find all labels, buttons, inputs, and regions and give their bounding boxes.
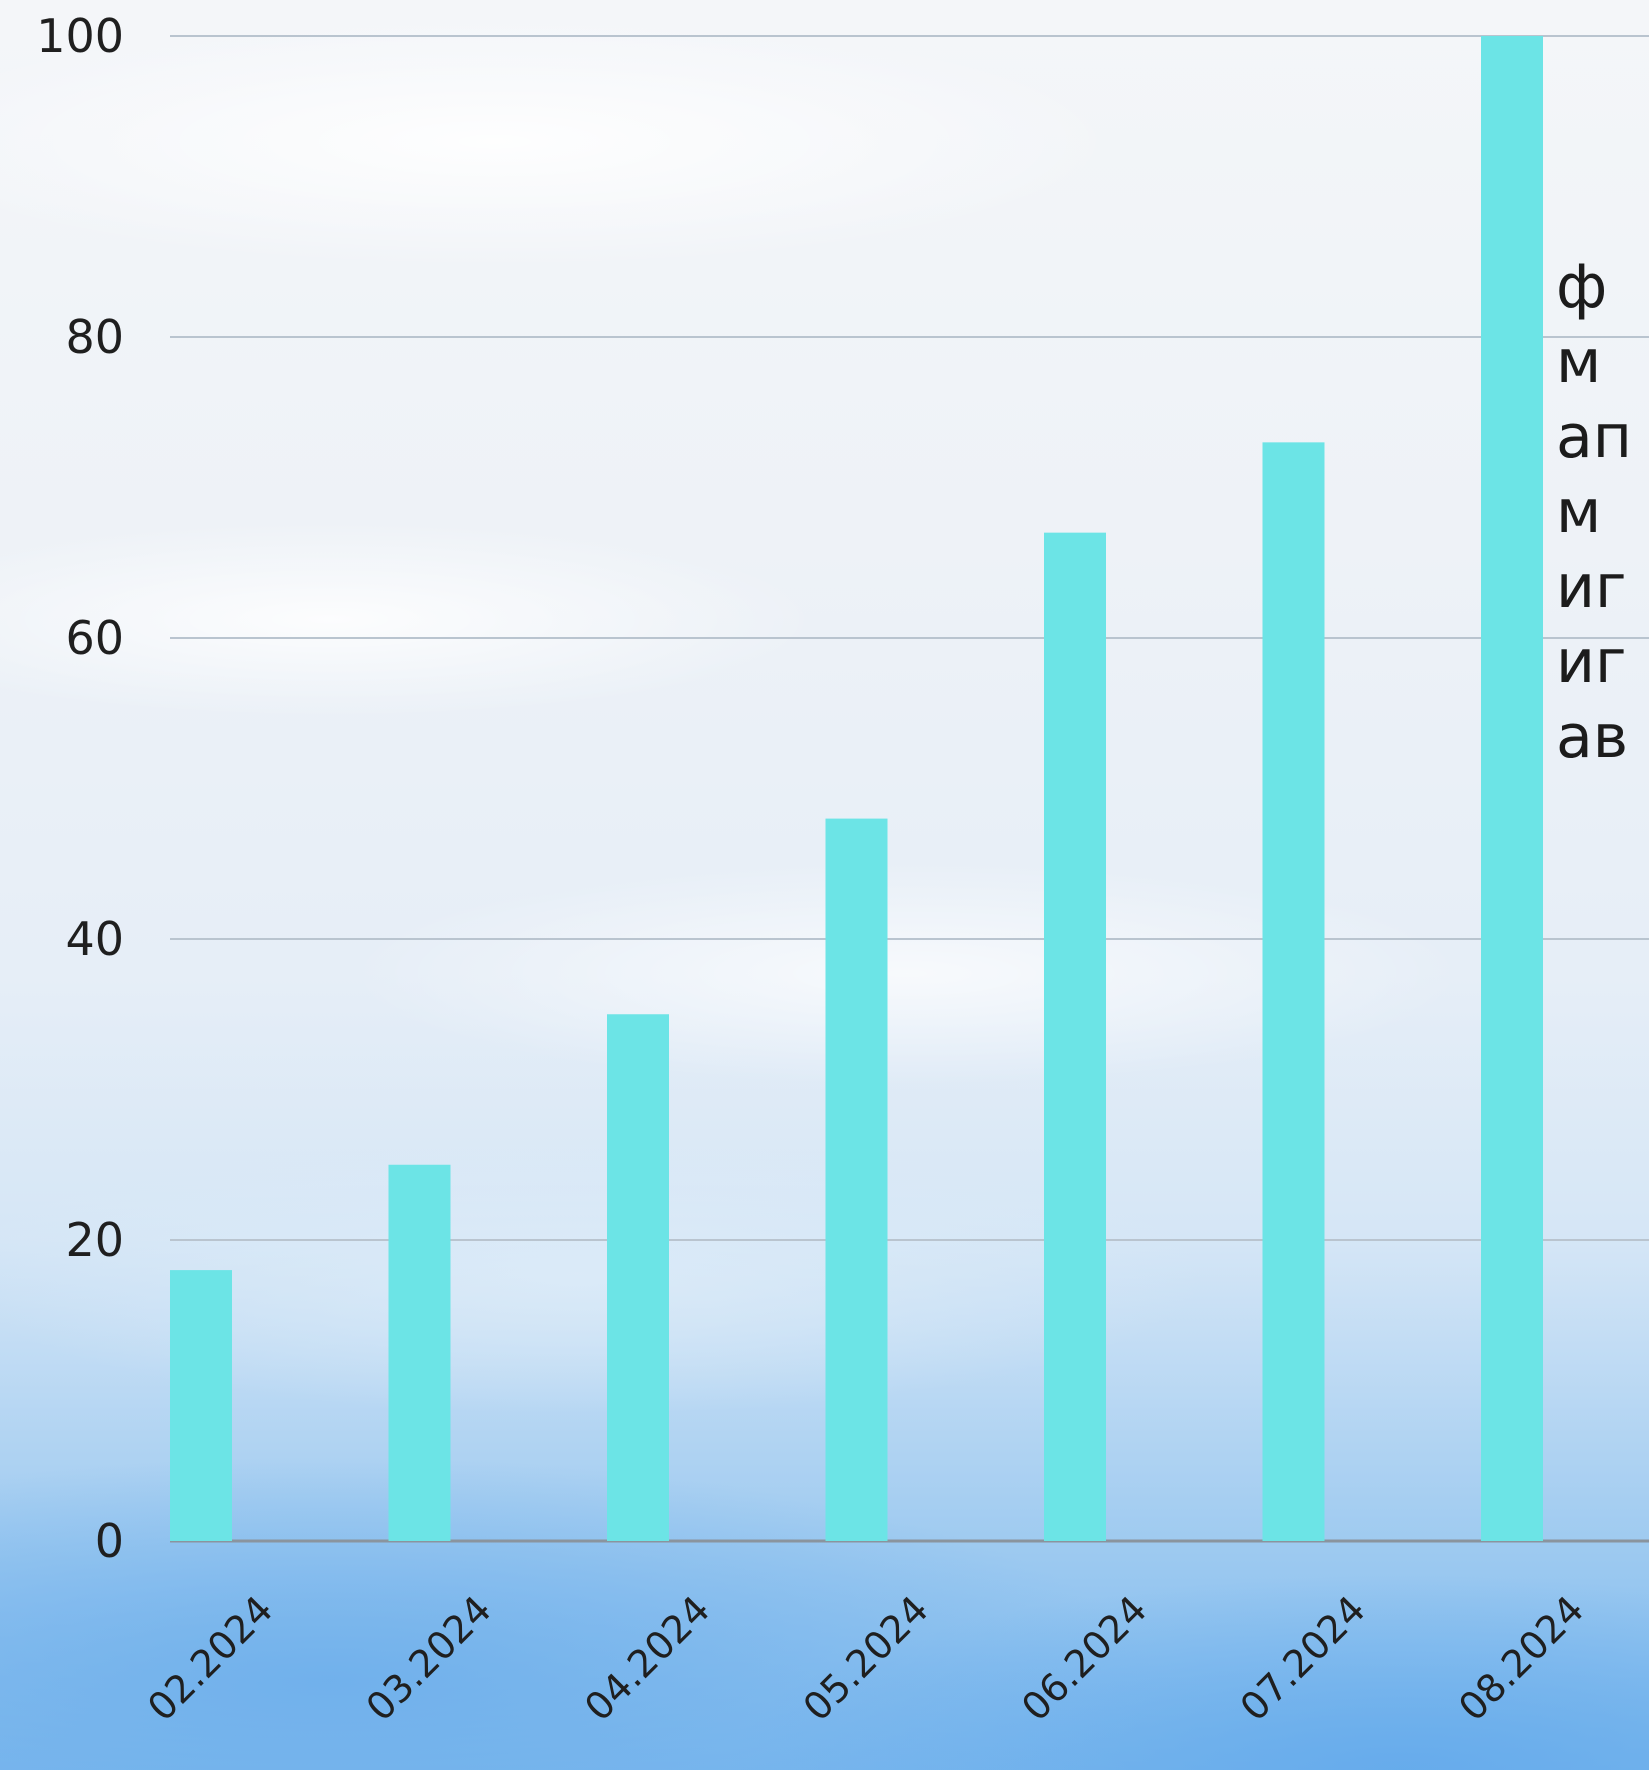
side-text-line: иг xyxy=(1556,552,1627,622)
side-text-fragment: ф м ап м иг иг ав xyxy=(1556,250,1649,775)
x-tick-label: 07.2024 xyxy=(1232,1587,1374,1729)
y-tick-label: 20 xyxy=(65,1213,124,1267)
bar-03.2024 xyxy=(388,1164,451,1541)
y-tick-label: 40 xyxy=(65,912,124,966)
x-tick-label: 06.2024 xyxy=(1013,1587,1155,1729)
bar-05.2024 xyxy=(825,818,888,1541)
x-tick-label: 04.2024 xyxy=(576,1587,718,1729)
y-tick-label: 0 xyxy=(95,1514,124,1568)
x-tick-label: 02.2024 xyxy=(139,1587,281,1729)
side-text-line: ав xyxy=(1556,702,1629,772)
x-tick-label: 03.2024 xyxy=(358,1587,500,1729)
bar-08.2024 xyxy=(1481,36,1543,1541)
x-axis: 02.2024 03.2024 04.2024 05.2024 06.2024 07.20… xyxy=(139,1587,1592,1729)
y-axis: 0 20 40 60 80 100 xyxy=(36,9,124,1568)
y-tick-label: 100 xyxy=(36,9,124,63)
side-text-line: м xyxy=(1556,477,1602,547)
side-text-line: ап xyxy=(1556,402,1632,472)
side-text-line: м xyxy=(1556,327,1602,397)
bar-06.2024 xyxy=(1044,532,1106,1541)
x-tick-label: 08.2024 xyxy=(1450,1587,1592,1729)
x-tick-label: 05.2024 xyxy=(795,1587,937,1729)
y-tick-label: 80 xyxy=(65,310,124,364)
bar-02.2024 xyxy=(170,1270,232,1541)
bars xyxy=(170,36,1543,1542)
side-text-line: ф xyxy=(1556,252,1608,322)
y-tick-label: 60 xyxy=(65,611,124,665)
side-text-line: иг xyxy=(1556,627,1627,697)
bar-04.2024 xyxy=(607,1014,669,1541)
bar-07.2024 xyxy=(1262,442,1325,1542)
